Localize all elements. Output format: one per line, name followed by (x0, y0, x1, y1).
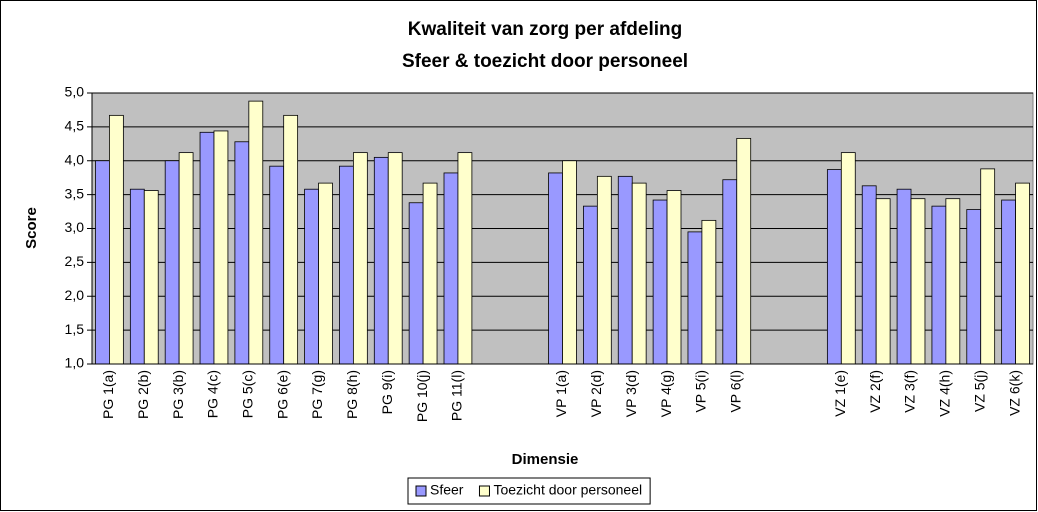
x-tick-label: PG 8(h) (344, 370, 360, 419)
bar (583, 205, 598, 365)
x-tick-label: PG 2(b) (135, 370, 151, 419)
bar (562, 160, 577, 365)
bar (234, 141, 250, 365)
bar (109, 114, 124, 365)
bar (457, 152, 473, 365)
y-tick-label: 2,5 (65, 253, 85, 269)
x-tick-label: PG 5(c) (240, 370, 256, 418)
legend-swatch (415, 485, 427, 497)
bar (875, 198, 891, 365)
bar (213, 130, 229, 365)
x-tick-label: VZ 4(h) (937, 370, 953, 417)
bar (652, 199, 668, 365)
bar (980, 168, 996, 365)
x-tick-label: VP 6(l) (727, 370, 743, 413)
bar (387, 152, 403, 365)
x-tick-label: PG 11(l) (449, 370, 465, 421)
legend-swatch (478, 485, 490, 497)
bar (896, 188, 912, 365)
y-tick-label: 4,0 (65, 151, 85, 167)
bar (178, 152, 194, 365)
y-tick-label: 5,0 (65, 84, 85, 100)
bar (443, 172, 459, 365)
bar (373, 156, 389, 365)
bar (826, 169, 842, 365)
bar (840, 152, 856, 365)
x-tick-label: PG 3(b) (170, 370, 186, 419)
x-tick-label: VP 2(d) (588, 370, 604, 417)
x-tick-label: PG 4(c) (205, 370, 221, 418)
x-tick-label: VZ 1(e) (832, 370, 848, 417)
y-tick-label: 1,5 (65, 321, 85, 337)
legend-box (407, 477, 651, 505)
legend-label: Sfeer (430, 482, 464, 498)
bar (339, 165, 354, 365)
x-tick-label: VZ 3(f) (902, 370, 918, 413)
bar (164, 160, 180, 365)
y-tick-label: 3,0 (65, 219, 85, 235)
legend-label: Toezicht door personeel (493, 482, 642, 498)
bar (687, 231, 703, 365)
bar (548, 172, 563, 365)
x-tick-label: VZ 5(j) (971, 370, 987, 412)
bar (861, 185, 877, 365)
chart-subtitle: Sfeer & toezicht door personeel (402, 51, 688, 72)
x-tick-label: VZ 6(k) (1006, 370, 1022, 416)
y-tick-label: 2,0 (65, 287, 85, 303)
bar (966, 209, 982, 365)
bar (596, 175, 612, 365)
x-tick-label: PG 6(e) (274, 370, 290, 419)
bar (422, 182, 438, 365)
y-tick-label: 4,5 (65, 118, 85, 134)
bar (129, 188, 145, 365)
bar (352, 152, 368, 365)
x-tick-label: VZ 2(f) (867, 370, 883, 413)
bar (304, 188, 319, 365)
bar (248, 100, 264, 365)
x-tick-label: VP 5(i) (693, 370, 709, 413)
x-tick-label: PG 1(a) (100, 370, 116, 419)
bar (143, 190, 159, 365)
bar (931, 205, 947, 365)
x-tick-label: PG 7(g) (309, 370, 325, 419)
x-tick-label: PG 10(j) (414, 370, 430, 422)
bar (666, 190, 682, 365)
bar (945, 198, 961, 365)
x-tick-label: VP 4(g) (658, 370, 674, 417)
bar (1015, 182, 1030, 365)
bar (95, 160, 110, 365)
bar (631, 182, 647, 365)
bar (736, 137, 752, 365)
bar (1001, 199, 1016, 365)
bar (722, 179, 738, 365)
bar (910, 198, 926, 365)
bar (199, 131, 215, 365)
y-axis-title: Score (23, 207, 40, 249)
x-axis-title: Dimensie (512, 451, 579, 468)
x-tick-label: VP 1(a) (553, 370, 569, 417)
x-tick-label: VP 3(d) (623, 370, 639, 417)
bar (283, 114, 299, 365)
bar (318, 182, 333, 365)
bar (408, 202, 424, 365)
chart-title: Kwaliteit van zorg per afdeling (408, 19, 683, 40)
bar (617, 175, 633, 365)
bar (269, 165, 285, 365)
bar (701, 219, 717, 365)
y-tick-label: 1,0 (65, 355, 85, 371)
y-tick-label: 3,5 (65, 185, 85, 201)
x-tick-label: PG 9(i) (379, 370, 395, 414)
